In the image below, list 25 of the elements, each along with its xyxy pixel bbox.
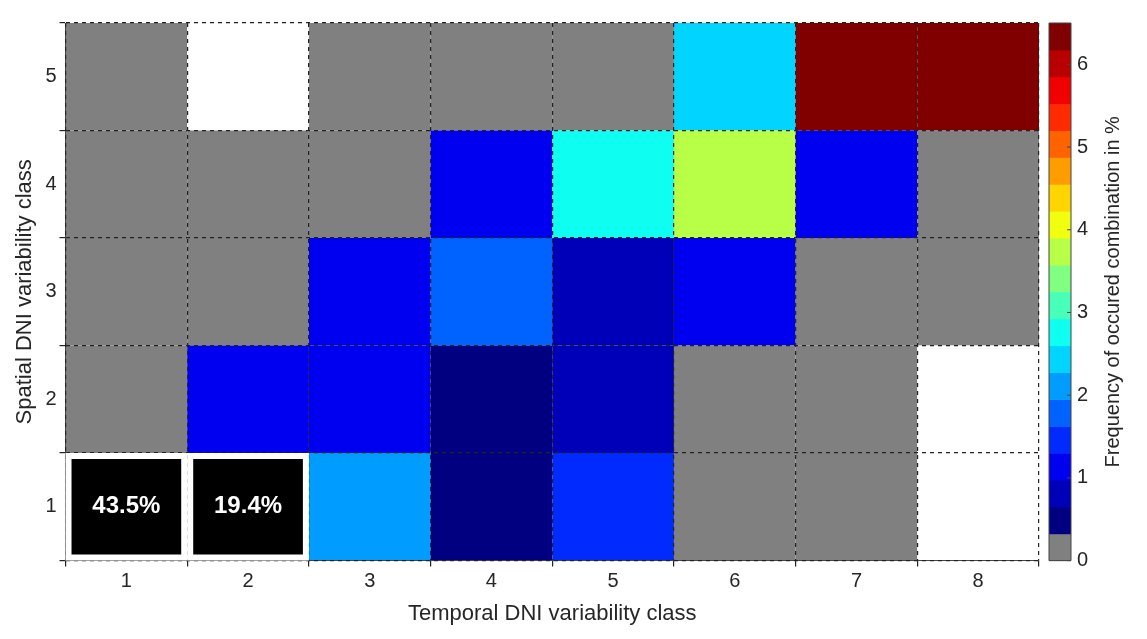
y-tick-label: 4 (45, 171, 57, 194)
x-tick-label: 8 (972, 569, 984, 592)
color-bar-label: 4 (1077, 217, 1089, 240)
color-bar-label: 3 (1077, 299, 1089, 322)
x-tick-label: 3 (364, 569, 376, 592)
y-tick-label: 2 (45, 386, 57, 409)
text: 43.5% (92, 491, 161, 519)
x-tick-label: 7 (850, 569, 863, 592)
x-tick-label: 2 (242, 569, 254, 592)
y-tick-label: 3 (45, 279, 57, 302)
x-tick-label: 6 (729, 569, 741, 592)
y-tick-label: 1 (45, 494, 57, 517)
color-bar-label: 1 (1077, 465, 1089, 488)
x-axis-title: Temporal DNI variability class (408, 599, 697, 625)
color-bar-label: 0 (1077, 548, 1089, 571)
color-bar-label: 5 (1077, 134, 1089, 157)
x-tick-label: 4 (485, 569, 497, 592)
x-tick-label: 5 (607, 569, 619, 592)
color-bar-label: 6 (1077, 51, 1089, 74)
y-tick-label: 5 (45, 64, 57, 87)
text: 19.4% (214, 491, 283, 519)
color-bar-title: Frequency of occured combination in % (1100, 115, 1123, 468)
y-axis-title: Spatial DNI variability class (11, 159, 37, 425)
x-tick-label: 1 (120, 569, 132, 592)
color-bar-label: 2 (1077, 382, 1089, 405)
